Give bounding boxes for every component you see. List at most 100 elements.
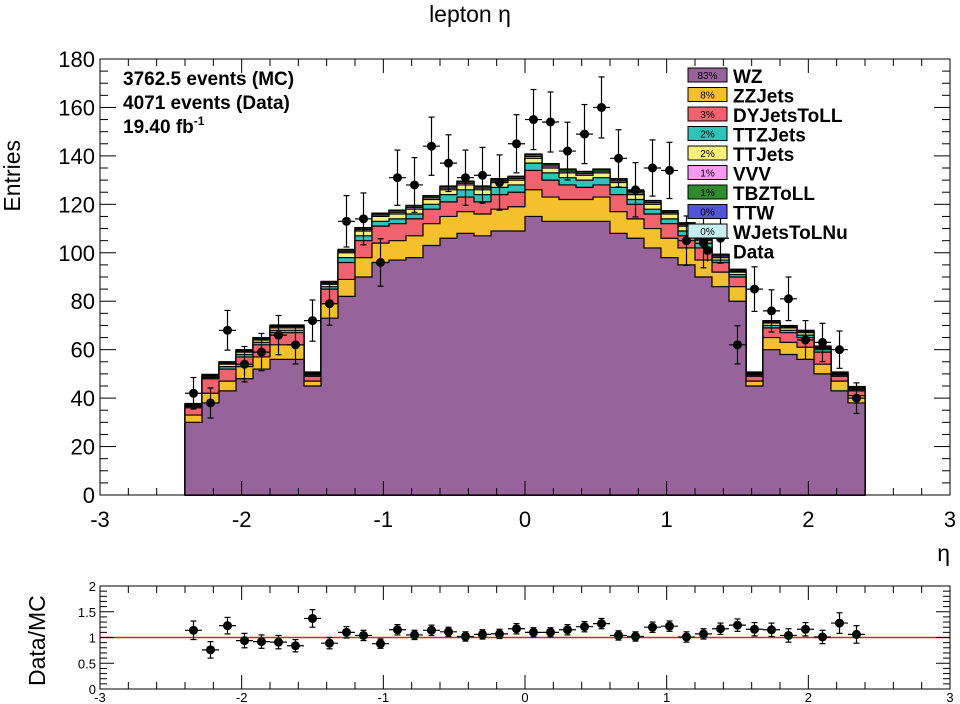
chart-title: lepton η <box>429 1 511 27</box>
data-point <box>512 139 521 149</box>
data-point <box>376 257 385 267</box>
legend-data-marker <box>703 246 712 255</box>
data-point <box>444 158 453 168</box>
ratio-point <box>206 645 215 655</box>
data-point <box>784 294 793 304</box>
data-point <box>223 325 232 335</box>
data-point <box>563 146 572 156</box>
data-point <box>529 115 538 125</box>
data-point <box>767 306 776 316</box>
legend-label-TTZJets: TTZJets <box>733 126 806 147</box>
x-tick-label: 0 <box>519 507 531 532</box>
data-point <box>291 340 300 350</box>
data-point <box>410 180 419 190</box>
ratio-x-tick-label: 1 <box>663 690 670 704</box>
data-point <box>546 117 555 127</box>
ratio-point <box>274 637 283 647</box>
ratio-y-tick-label: 0.5 <box>78 656 96 671</box>
legend-swatch-TTZJets <box>687 126 728 141</box>
legend-label-ZZJets: ZZJets <box>733 87 794 108</box>
ratio-point <box>529 627 538 637</box>
ratio-point <box>325 638 334 648</box>
data-point <box>665 165 674 175</box>
ratio-point <box>801 624 810 634</box>
info-data-events: 4071 events (Data) <box>123 93 290 114</box>
legend-swatch-TTJets <box>687 145 728 161</box>
data-point <box>648 163 657 173</box>
ratio-point <box>818 632 827 642</box>
ratio-point <box>257 637 266 647</box>
data-point <box>597 102 606 112</box>
ratio-point <box>512 624 521 634</box>
data-point <box>206 398 215 408</box>
stacked-histogram <box>184 153 866 496</box>
ratio-point <box>240 636 249 646</box>
legend-percent-WZ: 83% <box>697 71 717 82</box>
ratio-point <box>750 624 759 634</box>
ratio-x-tick-label: 0 <box>521 690 528 704</box>
legend-swatch-WZ <box>687 67 728 83</box>
ratio-point <box>342 627 351 637</box>
ratio-point <box>359 630 368 640</box>
data-point <box>750 284 759 294</box>
legend-percent-TTW: 0% <box>700 208 715 219</box>
legend-swatch-DYJetsToLL <box>687 106 728 122</box>
ratio-x-tick-label: 3 <box>946 690 953 704</box>
y-tick-label: 120 <box>58 192 95 217</box>
ratio-point <box>376 639 385 649</box>
legend-percent-TBZToLL: 1% <box>700 188 715 199</box>
info-lumi-value: 19.40 fb <box>123 117 194 138</box>
ratio-point <box>495 629 504 639</box>
ratio-x-tick-label: -2 <box>236 690 248 704</box>
data-point <box>852 393 861 403</box>
y-tick-label: 60 <box>71 338 95 363</box>
legend-label-DYJetsToLL: DYJetsToLL <box>733 106 843 127</box>
y-tick-label: 40 <box>71 386 95 411</box>
legend-label-VVV: VVV <box>733 165 771 186</box>
ratio-point <box>716 624 725 634</box>
ratio-point <box>767 625 776 635</box>
legend-label-TTJets: TTJets <box>733 145 794 166</box>
y-tick-label: 0 <box>83 483 95 508</box>
data-point <box>427 141 436 151</box>
legend-swatch-WJetsToLNu <box>687 223 728 239</box>
legend-percent-ZZJets: 8% <box>700 91 715 102</box>
main-y-axis: 0 20 40 60 80 100 120 140 160 180 <box>58 47 950 508</box>
data-point <box>495 178 504 188</box>
data-point <box>818 337 827 347</box>
data-point <box>274 330 283 340</box>
ratio-y-tick-label: 1.5 <box>78 605 96 620</box>
info-mc-events: 3762.5 events (MC) <box>123 69 294 90</box>
ratio-point <box>461 631 470 641</box>
legend-swatch-TTW <box>687 204 728 219</box>
ratio-y-axis: 0 0.5 1 1.5 2 <box>78 579 950 697</box>
ratio-point <box>699 629 708 639</box>
ratio-point <box>563 625 572 635</box>
data-point <box>699 238 708 248</box>
data-point <box>393 173 402 183</box>
ratio-x-tick-label: -1 <box>378 690 390 704</box>
data-point <box>325 299 334 309</box>
ratio-point <box>223 621 232 631</box>
ratio-point <box>614 630 623 640</box>
main-panel: -3 -2 -1 0 1 2 3 0 20 40 60 80 100 120 140 160 180 <box>58 47 956 532</box>
legend-percent-TTJets: 2% <box>700 149 715 160</box>
info-box: 3762.5 events (MC) 4071 events (Data) 19… <box>123 69 294 138</box>
y-tick-label: 180 <box>58 47 95 72</box>
x-tick-label: -3 <box>90 507 110 532</box>
x-tick-label: 2 <box>802 507 814 532</box>
legend-swatch-ZZJets <box>687 87 728 102</box>
ratio-point <box>444 627 453 637</box>
ratio-point <box>189 625 198 635</box>
legend-swatch-TBZToLL <box>687 184 728 200</box>
data-point <box>342 216 351 226</box>
info-lumi-exponent: -1 <box>194 114 205 128</box>
ratio-point <box>733 620 742 630</box>
y-tick-label: 20 <box>71 435 95 460</box>
ratio-point <box>682 632 691 642</box>
legend-label-WJetsToLNu: WJetsToLNu <box>733 223 848 244</box>
legend-swatch-VVV <box>687 165 728 180</box>
legend-label-TTW: TTW <box>733 204 774 225</box>
legend-label-TBZToLL: TBZToLL <box>733 184 815 205</box>
ratio-point <box>427 625 436 635</box>
